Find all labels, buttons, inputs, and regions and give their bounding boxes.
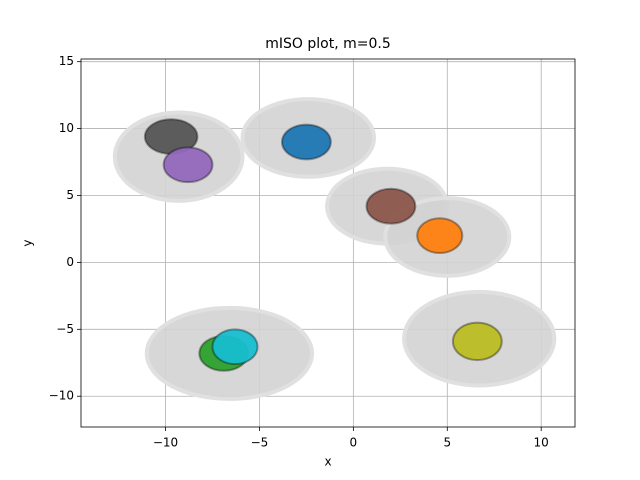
- y-axis-label: y: [21, 239, 35, 246]
- x-tick-label: −5: [251, 436, 269, 450]
- x-tick-label: −10: [153, 436, 178, 450]
- cluster: [211, 328, 259, 366]
- x-tick-label: 10: [534, 436, 549, 450]
- y-tick-label: −5: [56, 322, 74, 336]
- y-tick-label: 15: [59, 54, 74, 68]
- chart-title: mISO plot, m=0.5: [265, 36, 391, 52]
- plot-area: [112, 97, 557, 401]
- x-tick-label: 0: [350, 436, 358, 450]
- cluster: [280, 123, 332, 161]
- x-tick-label: 5: [443, 436, 451, 450]
- cluster: [416, 217, 464, 255]
- y-tick-label: 0: [66, 255, 74, 269]
- y-tick-label: 10: [59, 121, 74, 135]
- cluster: [162, 146, 214, 184]
- plot-frame: [80, 58, 576, 428]
- cluster: [451, 321, 503, 362]
- y-tick-label: −10: [49, 389, 74, 403]
- y-tick-label: 5: [66, 188, 74, 202]
- x-axis-label: x: [324, 455, 331, 469]
- cluster: [365, 187, 417, 225]
